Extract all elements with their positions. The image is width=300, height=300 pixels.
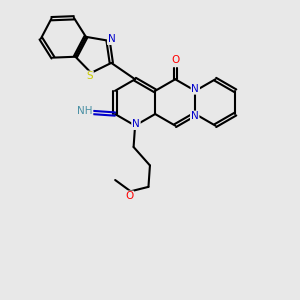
Text: O: O — [125, 191, 133, 201]
Text: N: N — [108, 34, 116, 44]
Text: N: N — [132, 119, 140, 129]
Text: N: N — [191, 111, 199, 122]
Text: O: O — [171, 55, 179, 65]
Text: S: S — [86, 71, 93, 81]
Text: NH: NH — [77, 106, 92, 116]
Text: N: N — [191, 84, 199, 94]
